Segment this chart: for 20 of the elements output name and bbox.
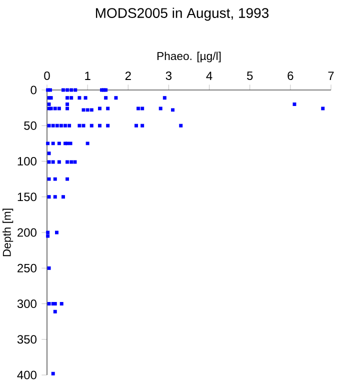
x-tick-label: 3 [166,71,172,80]
y-tick-label: 400 [17,370,36,380]
y-tick-label: 200 [18,228,36,237]
x-tick-label: 4 [206,72,212,80]
y-tick-label: 50 [24,121,36,130]
y-tick-label: 250 [18,264,36,272]
x-tick-label: 5 [247,72,253,80]
x-tick-label: 6 [288,71,294,80]
x-axis-title: Phaeo. [µg/l] [157,52,221,62]
x-tick-label: 1 [85,72,90,80]
y-tick-label: 0 [30,86,36,94]
x-tick-label: 0 [44,71,50,80]
y-axis-title: Depth [m] [2,208,14,256]
x-tick-label: 7 [328,72,334,80]
y-tick-label: 100 [18,157,36,166]
y-tick-label: 350 [17,335,36,344]
x-tick-label: 2 [125,72,131,80]
chart-title: MODS2005 in August, 1993 [96,8,269,21]
y-tick-label: 300 [17,300,36,308]
y-tick-label: 150 [18,192,36,202]
